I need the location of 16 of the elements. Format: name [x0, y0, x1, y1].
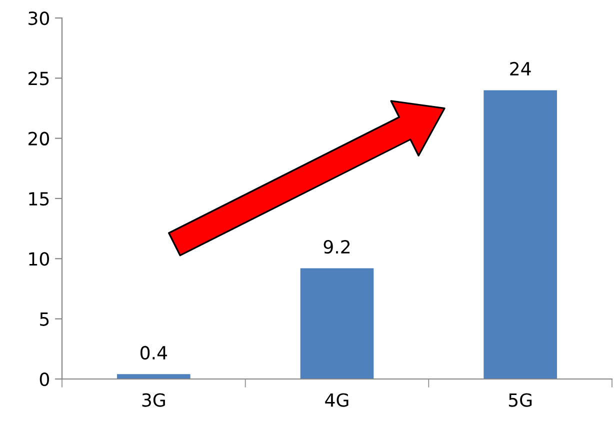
- x-tick-label: 5G: [508, 393, 532, 407]
- y-tick-label: 10: [29, 252, 49, 266]
- x-tick-label: 4G: [325, 393, 348, 407]
- y-tick-label: 20: [28, 132, 49, 146]
- y-tick-label: 25: [28, 72, 49, 86]
- y-tick-label: 15: [29, 192, 49, 206]
- x-tick-label: 3G: [142, 393, 165, 407]
- bar: [484, 90, 557, 379]
- y-tick-label: 30: [28, 11, 49, 26]
- bar: [300, 268, 374, 379]
- y-tick-label: 5: [40, 312, 49, 326]
- y-tick-label: 0: [40, 372, 49, 386]
- bar: [117, 374, 190, 379]
- data-label: 0.4: [140, 346, 168, 360]
- data-label: 24: [510, 62, 531, 76]
- data-label: 9.2: [324, 240, 350, 254]
